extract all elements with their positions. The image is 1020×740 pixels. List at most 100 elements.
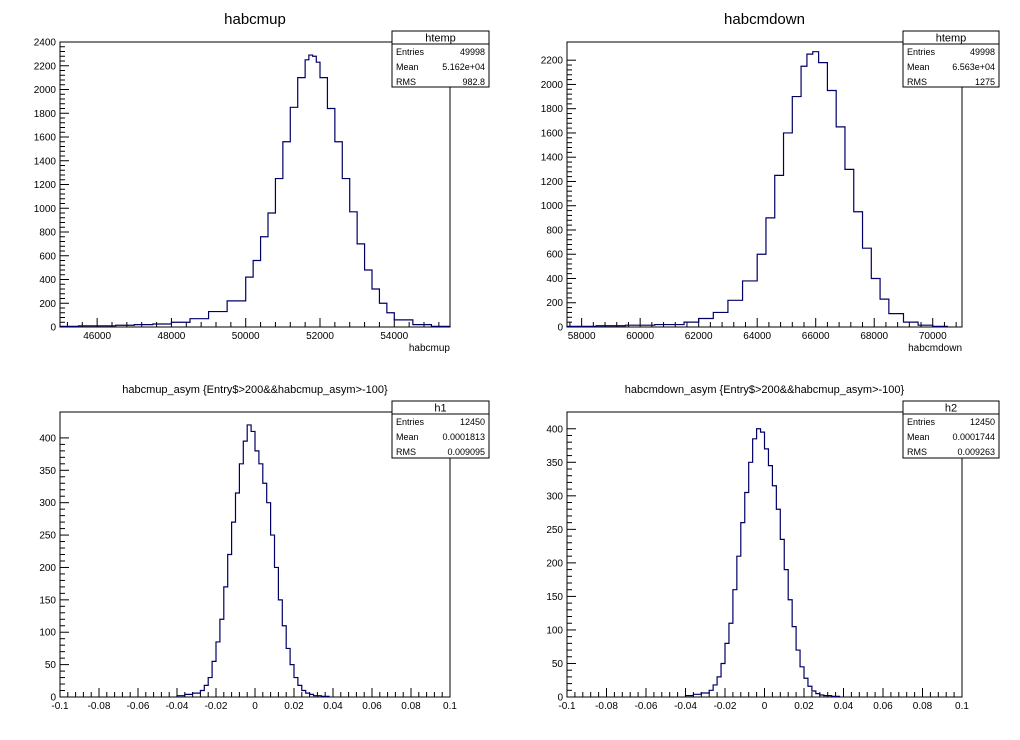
x-tick-label: 60000 <box>626 331 654 342</box>
y-tick-label: 400 <box>546 424 563 435</box>
x-tick-label: -0.06 <box>127 701 150 712</box>
x-tick-label: 50000 <box>232 331 260 342</box>
y-tick-label: 250 <box>39 531 56 542</box>
x-tick-label: -0.02 <box>205 701 228 712</box>
x-tick-label: 46000 <box>83 331 111 342</box>
y-tick-label: 100 <box>39 628 56 639</box>
x-tick-label: 0.06 <box>873 701 893 712</box>
y-tick-label: 0 <box>557 323 563 334</box>
histogram-line <box>59 54 451 328</box>
stats-row-value: 5.162e+04 <box>442 62 485 72</box>
stats-row-label: Entries <box>396 47 425 57</box>
histogram-line <box>566 51 948 327</box>
y-tick-label: 2000 <box>34 85 57 96</box>
y-tick-label: 350 <box>39 466 56 477</box>
y-tick-label: 1000 <box>541 201 564 212</box>
chart-title: habcmdown_asym {Entry$>200&&habcmup_asym… <box>625 384 905 396</box>
x-tick-label: 66000 <box>802 331 830 342</box>
y-tick-label: 200 <box>39 563 56 574</box>
histogram-svg: habcmdown 0 200 400 600 800 1000 1200 1400 1600 18… <box>541 11 1000 354</box>
x-tick-label: 0.02 <box>794 701 814 712</box>
x-tick-label: 0.06 <box>362 701 382 712</box>
stats-row-label: Mean <box>396 62 419 72</box>
y-tick-label: 2200 <box>541 56 564 67</box>
x-tick-label: 70000 <box>919 331 947 342</box>
y-tick-label: 300 <box>39 498 56 509</box>
stats-row-label: Entries <box>907 47 936 57</box>
y-tick-label: 200 <box>546 558 563 569</box>
histogram-svg: habcmup 0 200 400 600 800 1000 1200 1400 1600 1800… <box>34 11 490 354</box>
x-tick-label: 0.08 <box>913 701 933 712</box>
y-tick-label: 1800 <box>541 104 564 115</box>
y-tick-label: 0 <box>50 693 56 704</box>
y-tick-label: 1400 <box>541 153 564 164</box>
stats-row-label: Mean <box>907 62 930 72</box>
stats-box: h1 Entries 12450 Mean 0.0001813 RMS 0.009095 <box>391 400 490 459</box>
histogram-pad-habcmup: habcmup 0 200 400 600 800 1000 1200 1400 1600 1800… <box>0 0 510 370</box>
y-tick-label: 1200 <box>34 180 57 191</box>
x-tick-label: 68000 <box>860 331 888 342</box>
x-tick-label: 54000 <box>380 331 408 342</box>
histogram-pad-habcmup-asym: habcmup_asym {Entry$>200&&habcmup_asym>-… <box>0 370 510 740</box>
stats-row-label: Mean <box>396 432 419 442</box>
y-tick-label: 150 <box>546 592 563 603</box>
histogram-svg: habcmdown_asym {Entry$>200&&habcmup_asym… <box>546 384 1000 712</box>
x-tick-label: -0.1 <box>558 701 576 712</box>
x-tick-label: 48000 <box>158 331 186 342</box>
y-tick-label: 0 <box>557 693 563 704</box>
stats-box-name: h2 <box>945 403 957 415</box>
stats-row-value: 0.0001744 <box>952 432 995 442</box>
x-tick-label: 0.04 <box>834 701 854 712</box>
x-tick-label: -0.08 <box>595 701 618 712</box>
chart-title: habcmdown <box>724 11 805 28</box>
x-tick-label: 0.1 <box>443 701 457 712</box>
x-axis-title: habcmup <box>409 343 451 354</box>
y-tick-label: 200 <box>546 298 563 309</box>
stats-box-frame <box>902 400 1000 459</box>
stats-row-value: 982.8 <box>462 77 485 87</box>
stats-box: h2 Entries 12450 Mean 0.0001744 RMS 0.009263 <box>902 400 1000 459</box>
x-tick-label: -0.06 <box>635 701 658 712</box>
y-tick-label: 1000 <box>34 204 57 215</box>
y-tick-label: 2400 <box>34 38 57 49</box>
stats-row-value: 12450 <box>460 417 485 427</box>
x-tick-label: 64000 <box>743 331 771 342</box>
y-tick-label: 1600 <box>541 128 564 139</box>
y-tick-label: 50 <box>552 659 564 670</box>
stats-row-value: 0.0001813 <box>442 432 485 442</box>
x-tick-label: 0.02 <box>284 701 304 712</box>
histogram-pad-habcmdown: habcmdown 0 200 400 600 800 1000 1200 1400 1600 18… <box>510 0 1020 370</box>
y-tick-label: 350 <box>546 458 563 469</box>
y-tick-label: 400 <box>39 433 56 444</box>
stats-row-label: Entries <box>396 417 425 427</box>
stats-row-value: 6.563e+04 <box>952 62 995 72</box>
y-tick-label: 1800 <box>34 109 57 120</box>
stats-row-value: 0.009095 <box>447 447 485 457</box>
x-tick-label: -0.1 <box>51 701 69 712</box>
y-tick-label: 250 <box>546 525 563 536</box>
y-tick-label: 300 <box>546 491 563 502</box>
x-tick-label: -0.04 <box>674 701 697 712</box>
y-tick-label: 2200 <box>34 61 57 72</box>
stats-row-value: 1275 <box>975 77 995 87</box>
y-tick-label: 400 <box>546 274 563 285</box>
histogram-svg: habcmup_asym {Entry$>200&&habcmup_asym>-… <box>39 384 490 712</box>
y-tick-label: 600 <box>39 251 56 262</box>
plot-frame <box>566 41 963 328</box>
stats-row-label: RMS <box>396 77 416 87</box>
x-axis-title: habcmdown <box>908 343 962 354</box>
stats-box-frame <box>391 400 490 459</box>
y-tick-label: 800 <box>546 225 563 236</box>
x-tick-label: 0 <box>252 701 258 712</box>
stats-box-frame <box>902 30 1000 88</box>
stats-row-label: Mean <box>907 432 930 442</box>
chart-title: habcmup_asym {Entry$>200&&habcmup_asym>-… <box>122 384 388 396</box>
y-tick-label: 50 <box>45 660 57 671</box>
x-tick-label: 0.04 <box>323 701 343 712</box>
y-tick-label: 1200 <box>541 177 564 188</box>
x-tick-label: -0.08 <box>88 701 111 712</box>
histogram-line <box>684 428 841 697</box>
x-tick-label: 0.08 <box>401 701 421 712</box>
